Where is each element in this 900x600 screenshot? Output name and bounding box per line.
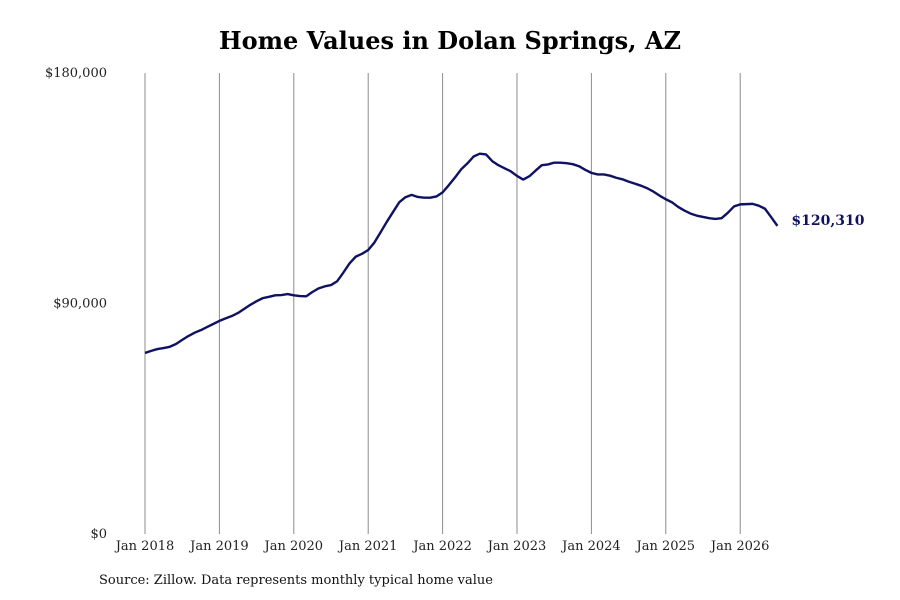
latest-value-label: $120,310 [791, 213, 864, 229]
x-tick-label: Jan 2024 [560, 539, 621, 554]
x-tick-label: Jan 2026 [709, 539, 770, 554]
y-axis-tick-labels: $0 $90,000 $180,000 [45, 66, 107, 542]
source-note: Source: Zillow. Data represents monthly … [99, 573, 493, 588]
x-tick-label: Jan 2025 [635, 539, 696, 554]
x-tick-label: Jan 2018 [114, 539, 175, 554]
chart-title: Home Values in Dolan Springs, AZ [218, 26, 682, 55]
x-tick-label: Jan 2020 [263, 539, 324, 554]
x-tick-label: Jan 2022 [411, 539, 472, 554]
y-tick-label: $0 [90, 527, 107, 542]
y-tick-label: $180,000 [45, 66, 107, 81]
home-value-series-line [144, 152, 779, 355]
x-axis-tick-labels: Jan 2018 Jan 2019 Jan 2020 Jan 2021 Jan 2022… [114, 539, 770, 554]
y-tick-label: $90,000 [53, 297, 107, 312]
x-tick-label: Jan 2019 [188, 539, 249, 554]
x-tick-label: Jan 2021 [337, 539, 398, 554]
x-tick-label: Jan 2023 [486, 539, 547, 554]
vertical-gridlines [144, 73, 741, 534]
